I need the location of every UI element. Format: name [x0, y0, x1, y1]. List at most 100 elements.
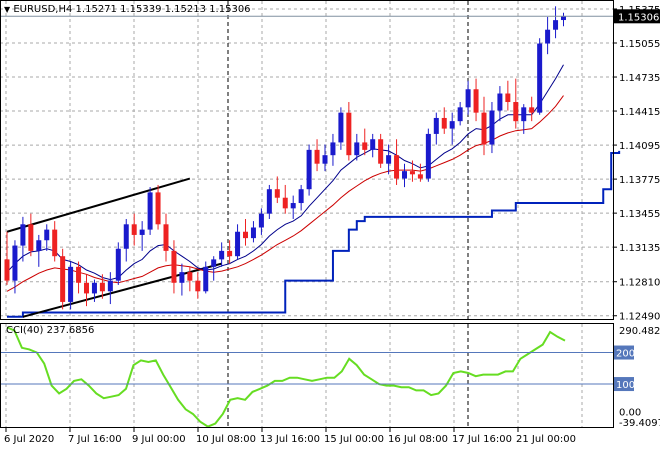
candle [489, 102, 495, 154]
candle [139, 221, 145, 251]
current-price-label: 1.15306 [618, 12, 659, 23]
candle-body [529, 107, 535, 113]
candle [306, 144, 312, 196]
candle [99, 274, 105, 299]
time-tick-label: 15 Jul 00:00 [324, 434, 384, 445]
slow-moving-average [6, 95, 564, 292]
candle [346, 102, 352, 161]
candle [91, 279, 97, 302]
candle-body [553, 20, 559, 30]
price-tick-label: 1.15055 [619, 39, 660, 50]
candle [250, 221, 256, 243]
candle [513, 78, 519, 129]
price-axis[interactable]: 1.153751.150551.147351.144151.140951.137… [613, 5, 660, 323]
candle [258, 208, 264, 235]
candle [274, 176, 280, 204]
candle [529, 96, 535, 122]
level-badge [614, 377, 634, 392]
candle-body [306, 149, 312, 190]
candle-body [378, 139, 384, 164]
candle [131, 213, 137, 246]
cci-levels [0, 352, 613, 385]
candle [330, 133, 336, 166]
candle [322, 144, 328, 172]
candle [68, 261, 74, 310]
candle-body [290, 203, 296, 209]
candle-body [155, 192, 161, 225]
candle [147, 187, 153, 235]
candle [457, 102, 463, 126]
candle-body [537, 43, 543, 113]
candle [107, 272, 113, 305]
candle-body [4, 259, 10, 281]
candle-body [362, 142, 368, 150]
candle-body [282, 197, 288, 209]
candle-body [465, 89, 471, 108]
candle [449, 112, 455, 145]
candle [425, 128, 431, 182]
price-tick-label: 1.13455 [619, 209, 660, 220]
candle-body [68, 266, 74, 302]
candle-body [481, 112, 487, 145]
candle [227, 240, 233, 264]
candle [44, 224, 50, 251]
time-axis[interactable]: 6 Jul 2020 7 Jul 16:00 9 Jul 00:00 10 Jul 0… [4, 428, 576, 445]
candle [243, 218, 248, 246]
candle-body [115, 248, 121, 281]
candle [505, 80, 511, 111]
candle [386, 144, 392, 175]
step-support-line [7, 150, 621, 318]
candle [378, 133, 384, 168]
candle-body [370, 139, 376, 150]
candle [219, 242, 225, 267]
candle-body [211, 259, 217, 267]
candle-body [36, 240, 42, 251]
candle [481, 96, 487, 156]
time-tick-label: 16 Jul 08:00 [388, 434, 448, 445]
candle-body [187, 272, 193, 281]
candle [76, 261, 82, 294]
candle [28, 213, 34, 257]
candle [362, 128, 368, 156]
candle [4, 231, 10, 285]
candle [60, 248, 66, 310]
high-value: 1.15339 [120, 4, 162, 15]
candle [394, 139, 400, 185]
candles [0, 6, 613, 310]
candle-body [76, 266, 82, 283]
collapse-triangle-icon[interactable]: ▼ [4, 5, 11, 14]
cci-min-label: -39.4097 [619, 418, 660, 429]
trend-line [22, 262, 222, 318]
candle-body [243, 231, 248, 239]
candle [282, 184, 288, 214]
candle [537, 38, 543, 115]
candle-body [250, 227, 256, 239]
candle-body [179, 272, 185, 283]
price-tick-label: 1.13135 [619, 243, 660, 254]
candle [12, 240, 18, 294]
candle-body [433, 117, 439, 134]
chart-frame [0, 0, 614, 428]
trend-line [6, 177, 191, 233]
candle-body [346, 112, 352, 156]
candle [298, 184, 304, 211]
candle-body [99, 282, 105, 292]
price-tick-label: 1.13775 [619, 175, 660, 186]
candle-body [394, 155, 400, 179]
candle-body [107, 280, 113, 292]
candle-body [274, 189, 280, 198]
candle [290, 195, 296, 219]
candle [314, 139, 320, 172]
candle-body [409, 171, 415, 175]
candle-body [84, 282, 89, 294]
candle-body [386, 155, 392, 164]
time-tick-label: 9 Jul 00:00 [132, 434, 186, 445]
candle-body [131, 224, 137, 235]
candle-body [44, 229, 50, 241]
indicator-grid [5, 324, 583, 428]
symbol-label: EURUSD,H4 [13, 4, 73, 15]
candle [195, 272, 201, 299]
candle-body [402, 171, 407, 179]
